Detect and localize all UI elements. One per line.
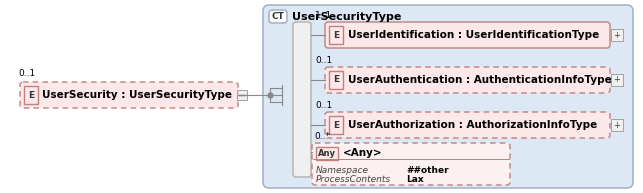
FancyBboxPatch shape — [325, 112, 610, 138]
Text: E: E — [333, 30, 339, 40]
Bar — [611, 29, 623, 41]
FancyBboxPatch shape — [269, 10, 287, 23]
Text: UserAuthorization : AuthorizationInfoType: UserAuthorization : AuthorizationInfoTyp… — [348, 120, 597, 130]
Text: Namespace: Namespace — [316, 166, 369, 175]
FancyBboxPatch shape — [325, 67, 610, 93]
Bar — [611, 119, 623, 131]
Text: <Any>: <Any> — [343, 148, 383, 158]
FancyBboxPatch shape — [263, 5, 633, 188]
Text: E: E — [333, 120, 339, 130]
Text: CT: CT — [271, 12, 284, 21]
FancyBboxPatch shape — [20, 82, 238, 108]
Bar — [329, 71, 343, 89]
Text: UserSecurity : UserSecurityType: UserSecurity : UserSecurityType — [42, 90, 232, 100]
Bar — [316, 147, 338, 160]
Text: 0..1: 0..1 — [18, 69, 35, 78]
Text: UserSecurityType: UserSecurityType — [292, 12, 401, 21]
Text: ##other: ##other — [406, 166, 449, 175]
Bar — [24, 86, 38, 104]
Text: UserIdentification : UserIdentificationType: UserIdentification : UserIdentificationT… — [348, 30, 599, 40]
Text: 1..1: 1..1 — [315, 11, 332, 20]
Bar — [329, 26, 343, 44]
Text: UserAuthentication : AuthenticationInfoType: UserAuthentication : AuthenticationInfoT… — [348, 75, 611, 85]
Text: E: E — [333, 75, 339, 85]
Text: +: + — [613, 30, 620, 40]
Text: +: + — [613, 120, 620, 130]
Text: 0..*: 0..* — [314, 132, 330, 141]
Text: ProcessContents: ProcessContents — [316, 175, 391, 184]
Bar — [611, 74, 623, 86]
FancyBboxPatch shape — [293, 22, 311, 177]
Text: E: E — [28, 91, 34, 100]
FancyBboxPatch shape — [325, 22, 610, 48]
Text: +: + — [613, 75, 620, 85]
FancyBboxPatch shape — [312, 143, 510, 185]
Text: 0..1: 0..1 — [315, 56, 332, 65]
Bar — [329, 116, 343, 134]
Bar — [237, 90, 247, 100]
Text: Lax: Lax — [406, 175, 424, 184]
Text: 0..1: 0..1 — [315, 101, 332, 110]
Text: Any: Any — [318, 149, 336, 158]
